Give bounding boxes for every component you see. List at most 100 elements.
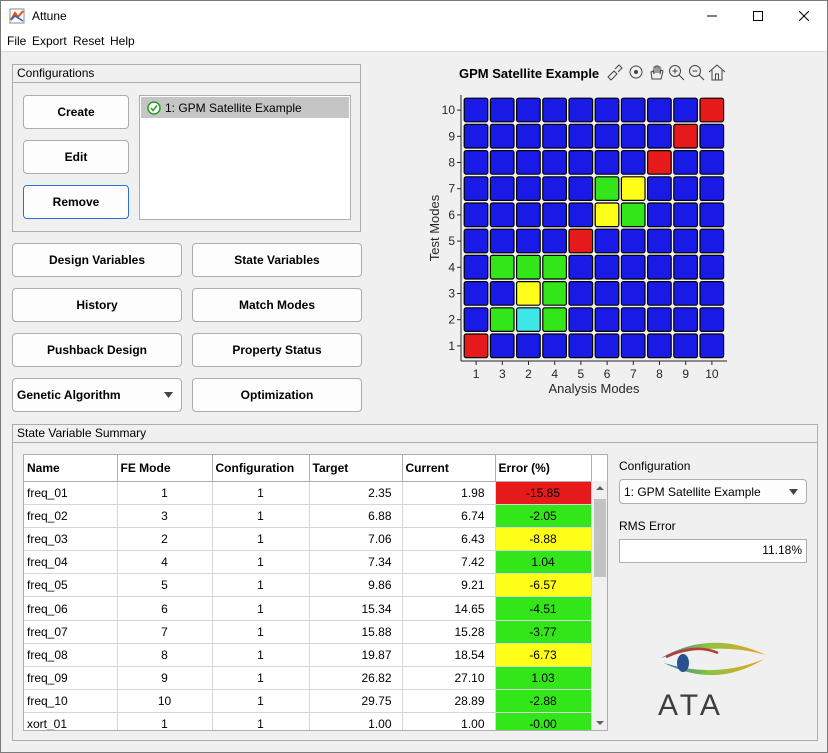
cell-configuration[interactable]: 1 <box>212 573 310 598</box>
cell-name[interactable]: xort_01 <box>24 712 118 730</box>
cell-error[interactable]: -6.57 <box>495 573 592 598</box>
cell-current[interactable]: 28.89 <box>402 689 496 714</box>
menu-export[interactable]: Export <box>32 34 67 48</box>
table-row[interactable]: freq_08 8 1 19.87 18.54 -6.73 <box>24 643 592 668</box>
heatmap-cell[interactable] <box>489 149 515 175</box>
heatmap-cell[interactable] <box>489 228 515 254</box>
match-modes-button[interactable]: Match Modes <box>192 288 362 322</box>
cell-error[interactable]: -4.51 <box>495 596 592 621</box>
zoom-out-icon[interactable] <box>689 65 705 81</box>
cell-name[interactable]: freq_07 <box>24 620 118 644</box>
heatmap-cell[interactable] <box>620 149 646 175</box>
heatmap-cell[interactable] <box>699 228 725 254</box>
heatmap-cell[interactable] <box>647 281 672 306</box>
cell-error[interactable]: -8.88 <box>495 527 592 552</box>
cell-name[interactable]: freq_05 <box>24 573 118 598</box>
heatmap-cell[interactable] <box>620 176 646 202</box>
heatmap-cell[interactable] <box>699 333 725 359</box>
heatmap-cell[interactable] <box>568 307 594 333</box>
cell-fe-mode[interactable]: 3 <box>117 504 213 528</box>
heatmap-cell[interactable] <box>673 123 699 149</box>
cell-target[interactable]: 6.88 <box>309 504 403 528</box>
datatip-icon[interactable] <box>629 65 643 79</box>
cell-error[interactable]: -3.77 <box>495 620 592 644</box>
heatmap-cell[interactable] <box>620 281 646 306</box>
heatmap-cell[interactable] <box>542 281 568 306</box>
table-row[interactable]: freq_02 3 1 6.88 6.74 -2.05 <box>24 504 592 528</box>
cell-error[interactable]: -6.73 <box>495 643 592 668</box>
menu-help[interactable]: Help <box>110 34 135 48</box>
heatmap-cell[interactable] <box>515 123 541 149</box>
heatmap-cell[interactable] <box>463 281 489 306</box>
heatmap-cell[interactable] <box>489 176 515 202</box>
cell-target[interactable]: 7.34 <box>309 550 403 575</box>
heatmap-cell[interactable] <box>542 228 568 254</box>
heatmap-cell[interactable] <box>542 123 568 149</box>
scroll-up-icon[interactable] <box>592 481 608 495</box>
heatmap-cell[interactable] <box>568 254 594 280</box>
cell-fe-mode[interactable]: 8 <box>117 643 213 668</box>
history-button[interactable]: History <box>12 288 182 322</box>
heatmap-cell[interactable] <box>647 123 672 149</box>
heatmap-cell[interactable] <box>594 281 620 306</box>
heatmap-cell[interactable] <box>515 333 541 359</box>
heatmap-cell[interactable] <box>568 176 594 202</box>
configurations-list[interactable]: 1: GPM Satellite Example <box>139 95 351 220</box>
heatmap-cell[interactable] <box>515 307 541 333</box>
heatmap-cell[interactable] <box>542 307 568 333</box>
cell-configuration[interactable]: 1 <box>212 527 310 552</box>
heatmap-cell[interactable] <box>673 307 699 333</box>
cell-fe-mode[interactable]: 1 <box>117 481 213 505</box>
cell-configuration[interactable]: 1 <box>212 620 310 644</box>
heatmap-cell[interactable] <box>489 333 515 359</box>
cell-fe-mode[interactable]: 5 <box>117 573 213 598</box>
heatmap-cell[interactable] <box>647 176 672 202</box>
create-button[interactable]: Create <box>23 95 129 129</box>
cell-configuration[interactable]: 1 <box>212 712 310 730</box>
heatmap-cell[interactable] <box>699 123 725 149</box>
table-row[interactable]: xort_01 1 1 1.00 1.00 -0.00 <box>24 712 592 730</box>
heatmap-cell[interactable] <box>620 307 646 333</box>
edit-button[interactable]: Edit <box>23 140 129 174</box>
cell-name[interactable]: freq_04 <box>24 550 118 575</box>
heatmap-cell[interactable] <box>620 228 646 254</box>
heatmap-cell[interactable] <box>489 202 515 228</box>
home-icon[interactable] <box>708 64 726 81</box>
col-configuration[interactable]: Configuration <box>212 455 310 482</box>
heatmap-cell[interactable] <box>699 176 725 202</box>
heatmap-cell[interactable] <box>515 202 541 228</box>
heatmap-cell[interactable] <box>620 202 646 228</box>
heatmap-cell[interactable] <box>673 97 699 123</box>
heatmap-cell[interactable] <box>515 149 541 175</box>
cell-error[interactable]: 1.03 <box>495 666 592 691</box>
cell-target[interactable]: 9.86 <box>309 573 403 598</box>
heatmap-cell[interactable] <box>542 254 568 280</box>
heatmap-cell[interactable] <box>463 97 489 123</box>
heatmap-cell[interactable] <box>463 307 489 333</box>
cell-fe-mode[interactable]: 9 <box>117 666 213 691</box>
table-row[interactable]: freq_03 2 1 7.06 6.43 -8.88 <box>24 527 592 552</box>
algorithm-dropdown[interactable]: Genetic Algorithm <box>12 378 182 412</box>
heatmap-cell[interactable] <box>620 123 646 149</box>
heatmap-cell[interactable] <box>489 123 515 149</box>
heatmap-cell[interactable] <box>594 254 620 280</box>
heatmap-cell[interactable] <box>647 202 672 228</box>
col-fe-mode[interactable]: FE Mode <box>117 455 213 482</box>
heatmap-cell[interactable] <box>489 281 515 306</box>
cell-fe-mode[interactable]: 2 <box>117 527 213 552</box>
heatmap-cell[interactable] <box>673 202 699 228</box>
table-row[interactable]: freq_07 7 1 15.88 15.28 -3.77 <box>24 620 592 644</box>
maximize-button[interactable] <box>735 1 781 31</box>
heatmap-cell[interactable] <box>647 228 672 254</box>
scroll-down-icon[interactable] <box>592 716 608 730</box>
heatmap-cell[interactable] <box>673 176 699 202</box>
cell-name[interactable]: freq_09 <box>24 666 118 691</box>
state-variables-button[interactable]: State Variables <box>192 243 362 277</box>
heatmap-cell[interactable] <box>699 281 725 306</box>
table-row[interactable]: freq_04 4 1 7.34 7.42 1.04 <box>24 550 592 575</box>
property-status-button[interactable]: Property Status <box>192 333 362 367</box>
cell-name[interactable]: freq_03 <box>24 527 118 552</box>
cell-current[interactable]: 6.74 <box>402 504 496 528</box>
col-name[interactable]: Name <box>24 455 118 482</box>
cell-error[interactable]: -15.85 <box>495 481 592 505</box>
